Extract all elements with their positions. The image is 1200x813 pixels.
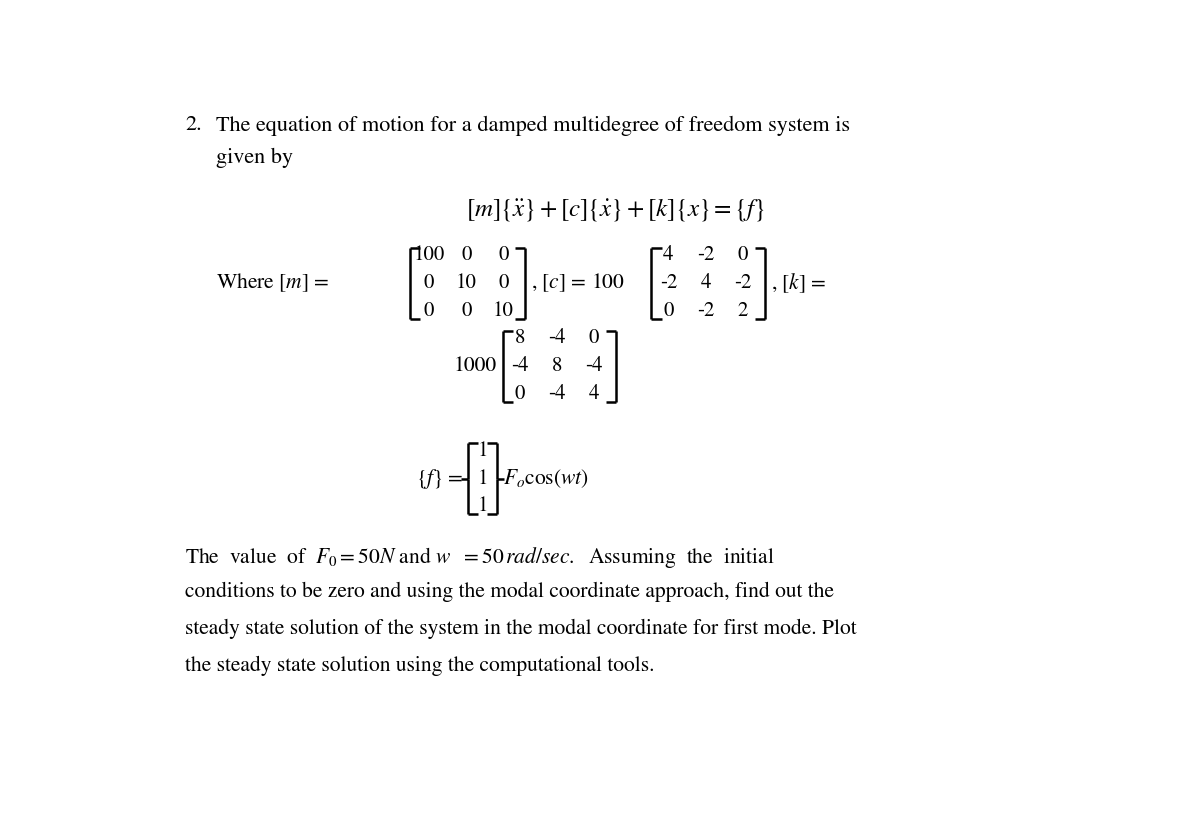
Text: 2: 2 xyxy=(738,301,748,321)
Text: 0: 0 xyxy=(664,301,673,321)
Text: Where $[m]$ =: Where $[m]$ = xyxy=(216,272,329,294)
Text: 4: 4 xyxy=(589,384,599,404)
Text: 0: 0 xyxy=(498,246,509,265)
Text: the steady state solution using the computational tools.: the steady state solution using the comp… xyxy=(185,656,654,676)
Text: -2: -2 xyxy=(697,246,714,265)
Text: 1000: 1000 xyxy=(454,356,497,376)
Text: , $[k]$ =: , $[k]$ = xyxy=(770,272,827,295)
Text: $[m]\{\ddot{x}\} + [c]\{\dot{x}\} + [k]\{x\} = \{f\}$: $[m]\{\ddot{x}\} + [c]\{\dot{x}\} + [k]\… xyxy=(466,196,764,223)
Text: 0: 0 xyxy=(498,273,509,293)
Text: , $[c]$ = 100: , $[c]$ = 100 xyxy=(532,272,625,294)
Text: 1: 1 xyxy=(478,441,487,461)
Text: steady state solution of the system in the modal coordinate for first mode. Plot: steady state solution of the system in t… xyxy=(185,619,857,639)
Text: -4: -4 xyxy=(511,356,528,376)
Text: The equation of motion for a damped multidegree of freedom system is: The equation of motion for a damped mult… xyxy=(216,115,850,136)
Text: $F_o\mathrm{cos}(wt)$: $F_o\mathrm{cos}(wt)$ xyxy=(504,467,589,490)
Text: 10: 10 xyxy=(456,273,476,293)
Text: 0: 0 xyxy=(738,246,748,265)
Text: conditions to be zero and using the modal coordinate approach, find out the: conditions to be zero and using the moda… xyxy=(185,582,834,602)
Text: 8: 8 xyxy=(515,328,524,349)
Text: $\{f\}$ =: $\{f\}$ = xyxy=(416,467,464,491)
Text: 0: 0 xyxy=(424,273,434,293)
Text: 0: 0 xyxy=(589,328,599,349)
Text: 1: 1 xyxy=(478,497,487,516)
Text: -2: -2 xyxy=(734,273,751,293)
Text: 8: 8 xyxy=(552,356,562,376)
Text: 1: 1 xyxy=(478,469,487,489)
Text: 0: 0 xyxy=(461,301,472,321)
Text: 2.: 2. xyxy=(185,115,202,135)
Text: 4: 4 xyxy=(664,246,673,265)
Text: 0: 0 xyxy=(424,301,434,321)
Text: -4: -4 xyxy=(548,328,565,349)
Text: -4: -4 xyxy=(586,356,602,376)
Text: 10: 10 xyxy=(493,301,514,321)
Text: -2: -2 xyxy=(660,273,677,293)
Text: 0: 0 xyxy=(461,246,472,265)
Text: -2: -2 xyxy=(697,301,714,321)
Text: 4: 4 xyxy=(701,273,710,293)
Text: -4: -4 xyxy=(548,384,565,404)
Text: The  value  of  $F_0 = 50N$ and $w$  $= 50\,rad/sec.$  Assuming  the  initial: The value of $F_0 = 50N$ and $w$ $= 50\,… xyxy=(185,545,774,570)
Text: given by: given by xyxy=(216,148,293,168)
Text: 100: 100 xyxy=(413,246,445,265)
Text: 0: 0 xyxy=(515,384,524,404)
